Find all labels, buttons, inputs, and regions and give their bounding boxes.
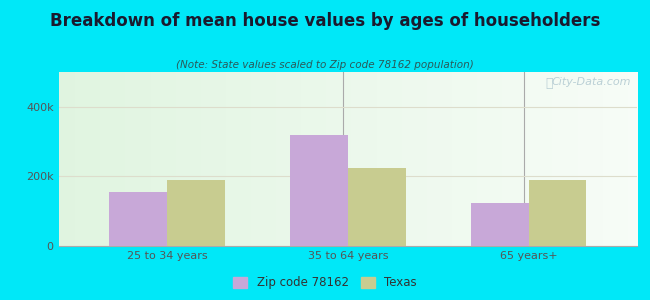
Bar: [348, 168, 406, 246]
Bar: [528, 180, 586, 246]
Text: ⓘ: ⓘ: [545, 77, 553, 90]
Bar: [167, 180, 225, 246]
Bar: [109, 192, 167, 246]
Text: Breakdown of mean house values by ages of householders: Breakdown of mean house values by ages o…: [50, 12, 600, 30]
Text: (Note: State values scaled to Zip code 78162 population): (Note: State values scaled to Zip code 7…: [176, 60, 474, 70]
Legend: Zip code 78162, Texas: Zip code 78162, Texas: [228, 272, 422, 294]
Text: City-Data.com: City-Data.com: [552, 77, 631, 87]
Bar: [290, 135, 348, 246]
Bar: [471, 202, 528, 246]
